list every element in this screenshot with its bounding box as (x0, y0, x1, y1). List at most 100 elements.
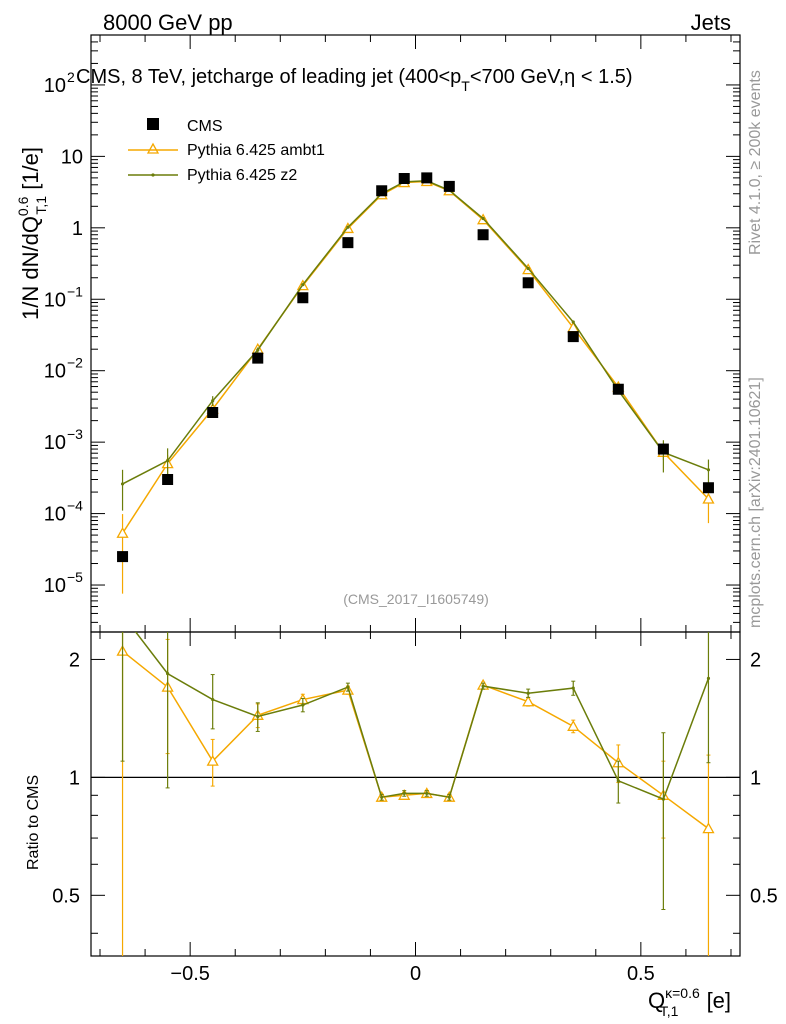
ratio-point (402, 791, 406, 796)
cms-data-point (342, 237, 354, 249)
y-axis-label-sup: 0.6 (15, 196, 31, 216)
series-point (481, 216, 485, 221)
cms-data-point (162, 473, 174, 485)
cms-data-point (443, 180, 455, 192)
main-series-group (116, 175, 715, 594)
y-tick-label-exponent: −5 (67, 569, 83, 585)
ratio-point (447, 795, 451, 799)
cms-data-point (702, 482, 714, 494)
ratio-line-1 (134, 632, 710, 801)
ratio-point (706, 676, 711, 680)
y-tick-label-exponent: −2 (67, 355, 83, 371)
y-tick-label-exponent: −1 (67, 283, 83, 299)
ratio-point (206, 754, 219, 766)
ratio-point (571, 686, 575, 690)
x-axis-label-sub: T,1 (660, 1003, 679, 1019)
cms-data-point (297, 292, 309, 304)
plot-title-tail: <700 GeV,η < 1.5) (470, 66, 633, 88)
series-point (120, 482, 125, 486)
ratio-point (211, 697, 215, 702)
ratio-point (166, 672, 170, 676)
series-point (346, 225, 350, 229)
cms-data-point (657, 443, 669, 455)
cms-data-point (117, 551, 129, 563)
plot-title-sub: T (461, 78, 470, 94)
x-axis-label-main: Q (648, 988, 665, 1013)
ratio-point (702, 822, 715, 834)
legend-cms-label: CMS (187, 118, 223, 135)
y-axis-label: 1/N dN/dQ0.6 T,1 [1/e] (15, 147, 49, 320)
y-axis-label-sub: T,1 (33, 196, 49, 215)
ratio-tick-label-right: 2 (750, 649, 761, 671)
ratio-tick-label: 2 (69, 649, 80, 671)
cms-data-point (376, 185, 388, 197)
y-tick-label: 1 (72, 218, 83, 240)
series-point (256, 348, 260, 352)
series-line-1 (122, 180, 709, 485)
ratio-point (380, 795, 384, 799)
series-point (571, 320, 575, 324)
legend-z2-label: Pythia 6.425 z2 (187, 167, 297, 184)
y-tick-label: 10 (44, 289, 66, 311)
ratio-point (256, 714, 260, 719)
header-jets-label: Jets (691, 10, 731, 35)
analysis-watermark: (CMS_2017_I1605749) (343, 591, 489, 607)
legend-z2-marker (151, 173, 155, 177)
mcplots-credit-label: mcplots.cern.ch [arXiv:2401.10621] (747, 377, 764, 628)
series-point (706, 468, 711, 472)
ratio-axis-label: Ratio to CMS (25, 775, 42, 870)
cms-data-point (522, 277, 534, 289)
legend-ambt1-marker (146, 142, 160, 154)
series-point (211, 399, 215, 403)
ratio-point (567, 719, 580, 731)
ratio-tick-label: 1 (69, 767, 80, 789)
ratio-point (526, 691, 530, 695)
y-tick-label: 10 (61, 146, 83, 168)
y-tick-label: 10 (44, 432, 66, 454)
x-tick-label: 0.5 (627, 963, 655, 985)
ratio-point (522, 695, 535, 707)
y-tick-label: 10 (44, 75, 66, 97)
x-tick-label: −0.5 (170, 963, 209, 985)
y-tick-label-exponent: −4 (67, 498, 83, 514)
series-point (166, 459, 170, 463)
series-point (301, 283, 305, 287)
ratio-tick-label-right: 1 (750, 767, 761, 789)
legend-cms-marker (147, 118, 159, 130)
data-layer (116, 172, 715, 956)
ratio-point (661, 797, 665, 801)
legend-ambt1-label: Pythia 6.425 ambt1 (187, 142, 325, 159)
y-tick-label-exponent: 2 (67, 69, 75, 85)
cms-data-point (477, 229, 489, 241)
x-tick-label: 0 (410, 963, 421, 985)
ratio-series-group (116, 613, 715, 956)
ratio-point (121, 613, 124, 616)
x-axis-label: Qκ=0.6 T,1 [e] (648, 985, 731, 1019)
x-axis-label-sup: κ=0.6 (665, 985, 700, 1001)
ratio-point (346, 685, 350, 689)
header-energy-label: 8000 GeV pp (103, 10, 233, 35)
ratio-point (481, 684, 485, 688)
ratio-tick-label-right: 0.5 (750, 885, 778, 907)
series-line-0 (121, 180, 709, 534)
cms-data-point (398, 173, 410, 185)
legend: CMS Pythia 6.425 ambt1 Pythia 6.425 z2 (128, 118, 325, 184)
series-point (116, 526, 129, 538)
rivet-version-label: Rivet 4.1.0, ≥ 200k events (747, 70, 764, 255)
ratio-tick-label: 0.5 (52, 885, 80, 907)
ratio-point (301, 703, 305, 707)
series-point (526, 266, 530, 271)
ratio-point (425, 791, 429, 796)
cms-data-point (612, 383, 624, 395)
ratio-point (616, 779, 620, 783)
y-axis-label-main: 1/N dN/dQ (18, 216, 43, 320)
cms-data-point (421, 172, 433, 184)
plot-title: CMS, 8 TeV, jetcharge of leading jet (40… (76, 66, 633, 94)
y-tick-label: 10 (44, 575, 66, 597)
ratio-line-0 (122, 650, 709, 830)
cms-data-point (252, 352, 264, 364)
x-axis-label-unit: [e] (700, 988, 731, 1013)
y-tick-label: 10 (44, 504, 66, 526)
